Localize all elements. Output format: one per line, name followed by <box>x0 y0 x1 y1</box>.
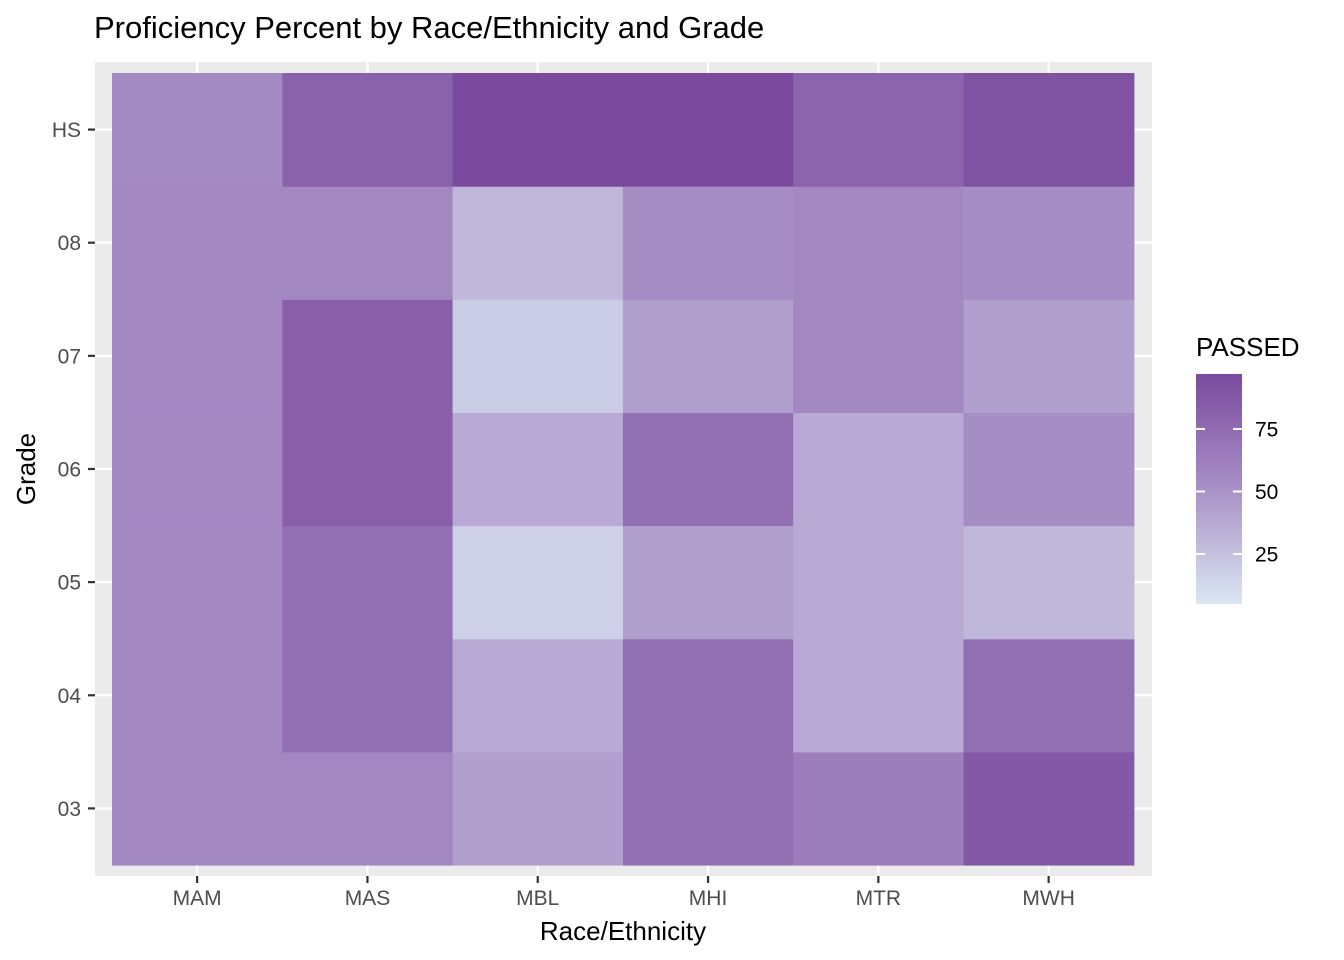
tile-mwh-07 <box>963 299 1135 414</box>
tile-mbl-05 <box>452 525 624 640</box>
tile-mhi-08 <box>622 186 794 300</box>
tile-mam-04 <box>112 638 283 753</box>
y-tick-label-07: 07 <box>58 345 81 368</box>
x-tick-label-mtr: MTR <box>856 887 902 910</box>
tile-mbl-04 <box>452 638 624 753</box>
x-axis: MAM MAS MBL MHI MTR MWH <box>173 876 1075 910</box>
tile-mtr-hs <box>793 73 965 187</box>
tile-mas-03 <box>282 751 454 866</box>
tile-mas-05 <box>282 525 454 640</box>
y-axis-title: Grade <box>11 433 41 505</box>
y-tick-label-03: 03 <box>58 798 81 821</box>
legend-label-75: 75 <box>1255 419 1278 442</box>
tile-mwh-05 <box>963 525 1135 640</box>
tile-mam-07 <box>112 299 283 414</box>
y-tick-label-hs: HS <box>52 119 81 142</box>
x-axis-title: Race/Ethnicity <box>540 916 706 946</box>
tile-mam-hs <box>112 73 283 187</box>
tile-mas-07 <box>282 299 454 414</box>
tile-mtr-06 <box>793 412 965 527</box>
tile-mas-hs <box>282 73 454 187</box>
y-tick-label-05: 05 <box>58 572 81 595</box>
tile-mas-04 <box>282 638 454 753</box>
tile-mbl-08 <box>452 186 624 300</box>
tile-mam-03 <box>112 751 283 866</box>
plot-panel <box>95 62 1152 876</box>
tile-mam-06 <box>112 412 283 527</box>
tile-mtr-03 <box>793 751 965 866</box>
legend-colorbar <box>1196 374 1242 604</box>
x-tick-label-mbl: MBL <box>516 887 559 910</box>
legend-label-50: 50 <box>1255 481 1278 504</box>
y-tick-label-06: 06 <box>58 458 81 481</box>
tile-mwh-08 <box>963 186 1135 300</box>
legend-title: PASSED <box>1196 332 1300 362</box>
x-tick-label-mhi: MHI <box>689 887 728 910</box>
tile-mwh-04 <box>963 638 1135 753</box>
x-tick-label-mwh: MWH <box>1022 887 1074 910</box>
x-tick-label-mas: MAS <box>345 887 391 910</box>
tile-mam-08 <box>112 186 283 300</box>
legend: PASSED 25 50 75 <box>1196 332 1300 604</box>
tile-mwh-hs <box>963 73 1135 187</box>
tile-mtr-05 <box>793 525 965 640</box>
x-tick-label-mam: MAM <box>173 887 222 910</box>
tile-mhi-05 <box>622 525 794 640</box>
tile-mam-05 <box>112 525 283 640</box>
tile-mbl-03 <box>452 751 624 866</box>
tile-mtr-08 <box>793 186 965 300</box>
legend-label-25: 25 <box>1255 544 1278 567</box>
y-tick-label-08: 08 <box>58 232 81 255</box>
tile-mas-08 <box>282 186 454 300</box>
tile-mhi-03 <box>622 751 794 866</box>
tile-mbl-hs <box>452 73 624 187</box>
y-axis: 03 04 05 06 07 08 HS <box>52 119 95 821</box>
tile-mas-06 <box>282 412 454 527</box>
heatmap-tiles <box>112 73 1135 866</box>
legend-ticks: 25 50 75 <box>1196 419 1278 567</box>
tile-mtr-07 <box>793 299 965 414</box>
tile-mbl-07 <box>452 299 624 414</box>
tile-mhi-hs <box>622 73 794 187</box>
tile-mwh-06 <box>963 412 1135 527</box>
tile-mhi-06 <box>622 412 794 527</box>
tile-mwh-03 <box>963 751 1135 866</box>
y-tick-label-04: 04 <box>58 685 82 708</box>
tile-mhi-04 <box>622 638 794 753</box>
chart-title: Proficiency Percent by Race/Ethnicity an… <box>94 10 764 45</box>
tile-mhi-07 <box>622 299 794 414</box>
tile-mtr-04 <box>793 638 965 753</box>
tile-mbl-06 <box>452 412 624 527</box>
